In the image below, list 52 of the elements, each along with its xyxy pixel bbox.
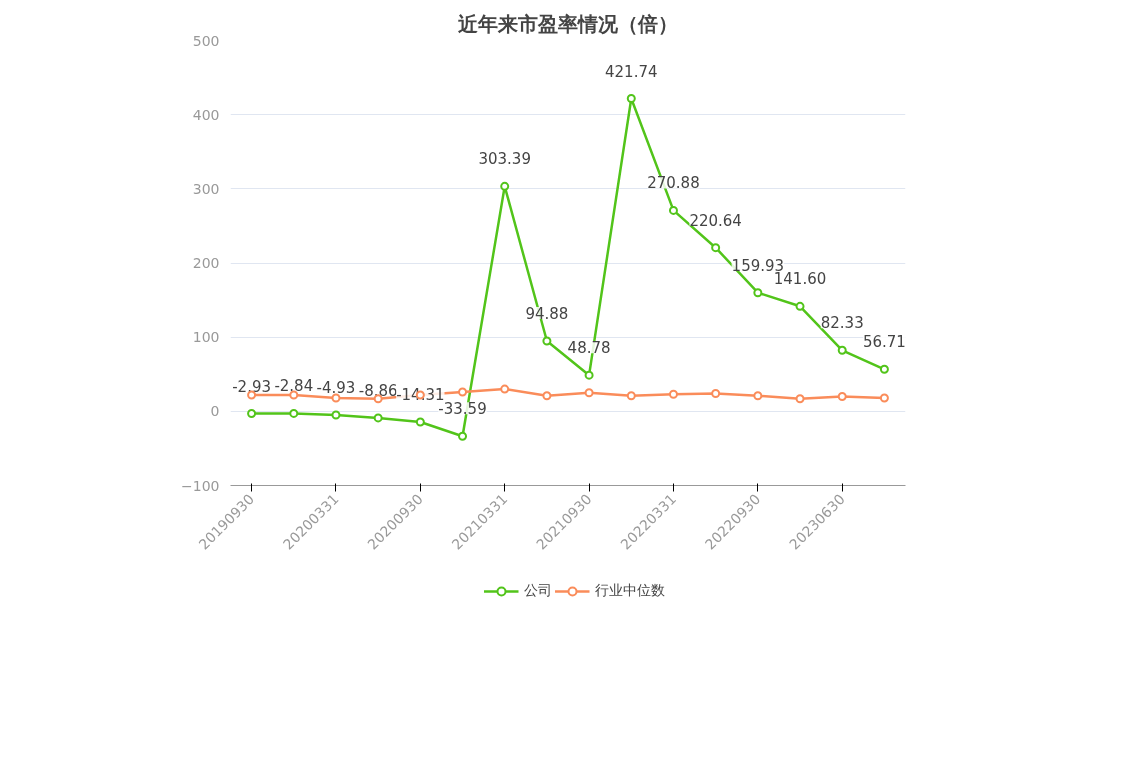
data-label: 48.78 bbox=[567, 339, 611, 358]
data-label: 56.71 bbox=[862, 333, 906, 352]
point bbox=[753, 391, 763, 401]
legend-label: 行业中位数 bbox=[594, 582, 665, 600]
point bbox=[668, 205, 678, 215]
y-tick-label: 500 bbox=[192, 32, 220, 49]
point bbox=[879, 393, 889, 403]
data-label: 303.39 bbox=[478, 150, 531, 169]
y-tick-label: 300 bbox=[192, 180, 220, 197]
point bbox=[542, 336, 552, 346]
point bbox=[247, 409, 257, 418]
point bbox=[458, 387, 468, 397]
data-label: -8.86 bbox=[358, 381, 398, 400]
data-label: -33.59 bbox=[438, 400, 487, 419]
point bbox=[584, 388, 594, 398]
point bbox=[879, 364, 889, 374]
data-label: -2.84 bbox=[274, 377, 314, 396]
point bbox=[753, 288, 763, 298]
point bbox=[837, 392, 847, 401]
legend-label: 公司 bbox=[523, 582, 552, 600]
point bbox=[711, 389, 721, 399]
point bbox=[837, 345, 847, 355]
chart-title: 近年来市盈率情况（倍） bbox=[457, 11, 678, 36]
point bbox=[331, 410, 341, 420]
data-label: 220.64 bbox=[689, 211, 742, 230]
point bbox=[415, 417, 425, 427]
data-label: -4.93 bbox=[316, 378, 356, 397]
y-tick-label: 100 bbox=[192, 329, 220, 346]
data-label: 421.74 bbox=[605, 62, 658, 81]
y-tick-label: 200 bbox=[192, 255, 220, 271]
point bbox=[795, 394, 805, 404]
point bbox=[795, 301, 805, 311]
y-tick-label: 0 bbox=[210, 403, 220, 420]
point bbox=[331, 393, 341, 403]
point bbox=[289, 408, 299, 418]
point bbox=[289, 390, 299, 400]
point bbox=[542, 391, 552, 401]
point bbox=[626, 94, 636, 104]
point bbox=[500, 181, 510, 191]
data-label: 94.88 bbox=[525, 304, 569, 323]
y-tick-label: −100 bbox=[181, 477, 220, 494]
point bbox=[458, 431, 468, 441]
point bbox=[584, 370, 594, 380]
point bbox=[668, 389, 678, 399]
point bbox=[373, 413, 383, 423]
point bbox=[711, 243, 721, 253]
data-label: 270.88 bbox=[647, 174, 700, 193]
point bbox=[626, 391, 636, 401]
y-tick-label: 400 bbox=[192, 106, 220, 123]
data-label: -2.93 bbox=[232, 377, 271, 396]
data-label: 82.33 bbox=[820, 314, 864, 333]
point bbox=[500, 384, 510, 394]
